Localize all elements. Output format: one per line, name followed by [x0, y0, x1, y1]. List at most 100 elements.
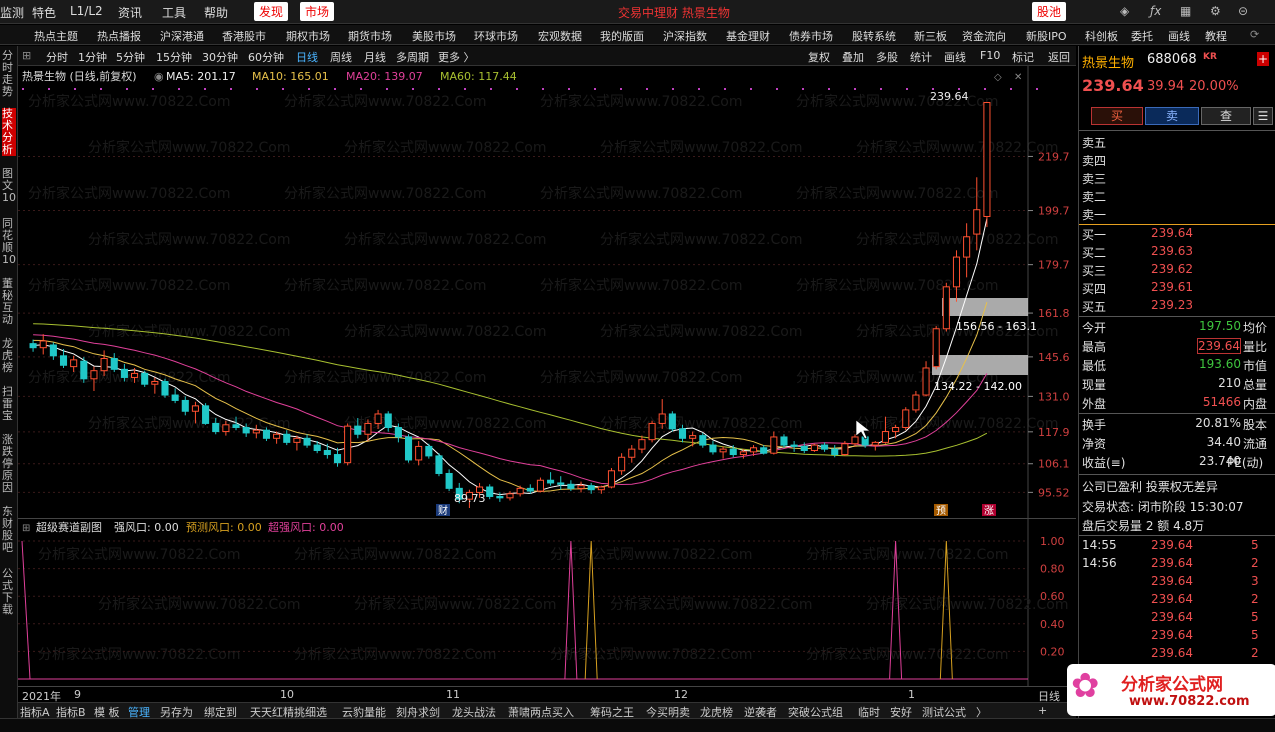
- indicator-tab[interactable]: 刻舟求剑: [396, 706, 440, 719]
- tab-forum[interactable]: 东财股吧: [2, 505, 13, 554]
- nav-item[interactable]: 教程: [1205, 30, 1227, 43]
- indicator-tab[interactable]: 筹码之王: [590, 706, 634, 719]
- nav-item[interactable]: 我的版面: [600, 30, 644, 43]
- tab-timeshare[interactable]: 分时走势: [2, 49, 13, 98]
- period-tab[interactable]: 周线: [330, 51, 352, 64]
- period-daily-button[interactable]: 日线: [1038, 690, 1060, 703]
- indicator-tab[interactable]: 龙头战法: [452, 706, 496, 719]
- tab-limit-reason[interactable]: 涨跌停原因: [2, 433, 13, 494]
- sub-svg[interactable]: 分析家公式网www.70822.Com 分析家公式网www.70822.Com 分析…: [18, 519, 1076, 687]
- indicator-tab[interactable]: 龙虎榜: [700, 706, 733, 719]
- nav-item[interactable]: 期权市场: [286, 30, 330, 43]
- tab-market[interactable]: 市场: [300, 2, 335, 21]
- nav-item[interactable]: 沪深指数: [663, 30, 707, 43]
- indicator-tab[interactable]: 管理: [128, 706, 150, 719]
- buy-button[interactable]: 买: [1091, 107, 1143, 125]
- nav-item[interactable]: 债券市场: [789, 30, 833, 43]
- menu-special[interactable]: 特色: [32, 6, 57, 20]
- tab-technical[interactable]: 技术分析: [2, 108, 16, 156]
- gear-icon[interactable]: ⚙: [1210, 4, 1221, 18]
- indicator-tab[interactable]: 逆袭者: [744, 706, 777, 719]
- nav-item[interactable]: 热点播报: [97, 30, 141, 43]
- tab-mine-scan[interactable]: 扫雷宝: [2, 385, 13, 422]
- expand-icon[interactable]: ⊞: [22, 49, 32, 62]
- period-tab[interactable]: 分时: [46, 51, 68, 64]
- menu-news[interactable]: 资讯: [118, 6, 143, 20]
- nav-item[interactable]: 宏观数据: [538, 30, 582, 43]
- period-tab-active[interactable]: 日线: [296, 51, 318, 64]
- stock-pool-button[interactable]: 股池: [1032, 2, 1067, 21]
- indicator-tab[interactable]: 测试公式: [922, 706, 966, 719]
- nav-item[interactable]: 新三板: [914, 30, 947, 43]
- action-button[interactable]: 多股: [876, 51, 898, 64]
- nav-item[interactable]: 香港股市: [222, 30, 266, 43]
- main-kline-chart[interactable]: 分析家公式网www.70822.Com 分析家公式网www.70822.Com 分析…: [18, 66, 1076, 518]
- add-tab-icon[interactable]: +: [1038, 704, 1048, 717]
- nav-item[interactable]: 基金理财: [726, 30, 770, 43]
- nav-item[interactable]: 新股IPO: [1026, 30, 1067, 43]
- indicator-tab[interactable]: 临时: [858, 706, 880, 719]
- indicator-tab[interactable]: 安好: [890, 706, 912, 719]
- menu-l1l2[interactable]: L1/L2: [70, 4, 103, 18]
- grid-icon[interactable]: ▦: [1180, 4, 1192, 18]
- action-button[interactable]: 统计: [910, 51, 932, 64]
- nav-item[interactable]: 期货市场: [348, 30, 392, 43]
- action-button[interactable]: 标记: [1012, 51, 1034, 64]
- indicator-tab[interactable]: 指标B: [56, 706, 86, 719]
- indicator-tab[interactable]: 另存为: [160, 706, 193, 719]
- tab-ths[interactable]: 同花顺10: [2, 217, 16, 266]
- nav-item[interactable]: 股转系统: [852, 30, 896, 43]
- nav-item[interactable]: 画线: [1168, 30, 1190, 43]
- period-tab[interactable]: 多周期: [396, 51, 429, 64]
- kline-svg[interactable]: 分析家公式网www.70822.Com 分析家公式网www.70822.Com 分析…: [18, 66, 1076, 518]
- layers-icon[interactable]: ◈: [1120, 4, 1130, 18]
- nav-item[interactable]: 热点主题: [34, 30, 78, 43]
- indicator-tab[interactable]: 绑定到: [204, 706, 237, 719]
- period-tab[interactable]: 30分钟: [202, 51, 238, 64]
- nav-item[interactable]: 科创板: [1085, 30, 1118, 43]
- menu-tools[interactable]: 工具: [162, 6, 187, 20]
- action-button[interactable]: 复权: [808, 51, 830, 64]
- more-icon[interactable]: ☰: [1253, 107, 1273, 125]
- indicator-tab[interactable]: 云豹量能: [342, 706, 386, 719]
- menu-help[interactable]: 帮助: [204, 6, 229, 20]
- period-tab[interactable]: 15分钟: [156, 51, 192, 64]
- tab-chart-text[interactable]: 图文10: [2, 167, 16, 204]
- minimize-icon[interactable]: ⊝: [1238, 4, 1249, 18]
- add-icon[interactable]: +: [1257, 52, 1269, 66]
- refresh-icon[interactable]: ⟳: [1250, 28, 1260, 41]
- nav-item[interactable]: 美股市场: [412, 30, 456, 43]
- indicator-tab-more[interactable]: 〉: [976, 706, 987, 719]
- indicator-tab[interactable]: 突破公式组: [788, 706, 843, 719]
- query-button[interactable]: 查: [1201, 107, 1251, 125]
- period-tab[interactable]: 月线: [364, 51, 386, 64]
- indicator-tab[interactable]: 指标A: [20, 706, 50, 719]
- indicator-tab[interactable]: 萧啸两点买入: [508, 706, 574, 719]
- nav-item[interactable]: 环球市场: [474, 30, 518, 43]
- indicator-tab[interactable]: 模 板: [94, 706, 120, 719]
- menu-monitor[interactable]: 监测: [0, 6, 25, 20]
- sub-indicator-chart[interactable]: 分析家公式网www.70822.Com 分析家公式网www.70822.Com 分析…: [18, 518, 1076, 687]
- formula-icon[interactable]: ƒx: [1150, 4, 1162, 18]
- nav-item[interactable]: 沪深港通: [160, 30, 204, 43]
- period-tab[interactable]: 1分钟: [78, 51, 107, 64]
- tab-formula-download[interactable]: 公式下载: [2, 567, 13, 616]
- nav-item[interactable]: 委托: [1131, 30, 1153, 43]
- indicator-tab[interactable]: 今买明卖: [646, 706, 690, 719]
- nav-item[interactable]: 资金流向: [962, 30, 1006, 43]
- action-button[interactable]: 画线: [944, 51, 966, 64]
- period-more[interactable]: 更多 〉: [438, 51, 475, 64]
- candle-body: [963, 236, 971, 258]
- period-tab[interactable]: 5分钟: [116, 51, 145, 64]
- action-button[interactable]: 返回: [1048, 51, 1070, 64]
- indicator-tab[interactable]: 天天红精挑细选: [250, 706, 327, 719]
- candle-body: [445, 472, 453, 489]
- tab-secretary[interactable]: 董秘互动: [2, 277, 13, 326]
- candle-body: [293, 437, 301, 443]
- period-tab[interactable]: 60分钟: [248, 51, 284, 64]
- sell-button[interactable]: 卖: [1145, 107, 1199, 125]
- action-button[interactable]: 叠加: [842, 51, 864, 64]
- action-button[interactable]: F10: [980, 49, 1001, 62]
- tab-dragon-tiger[interactable]: 龙虎榜: [2, 337, 13, 374]
- tab-discover[interactable]: 发现: [254, 2, 289, 21]
